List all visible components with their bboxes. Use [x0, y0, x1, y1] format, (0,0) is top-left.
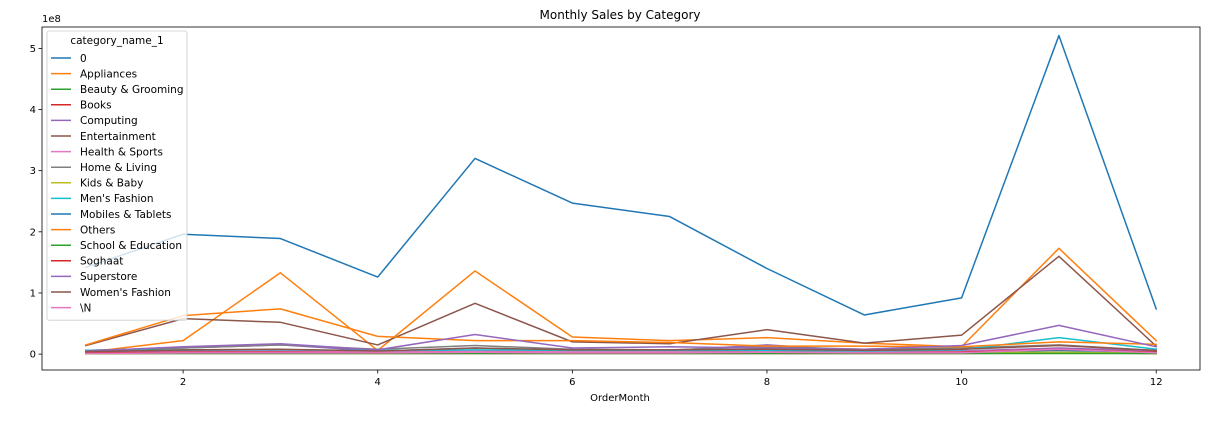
- legend-label-12: School & Education: [80, 240, 182, 252]
- legend-label-14: Superstore: [80, 271, 137, 283]
- legend-label-8: Kids & Baby: [80, 178, 143, 190]
- legend-label-16: \N: [80, 302, 91, 314]
- series-line-11: [84, 308, 1157, 348]
- series-line-10: [84, 34, 1158, 316]
- y-tick-label: 0: [30, 350, 36, 361]
- series-line-1: [84, 247, 1158, 354]
- series-line-15: [85, 344, 1157, 353]
- y-tick-label: 2: [30, 227, 36, 238]
- series-line-14: [85, 324, 1158, 352]
- x-tick-label: 10: [955, 377, 968, 388]
- legend-label-1: Appliances: [80, 68, 137, 80]
- legend-box: [46, 30, 188, 321]
- series-line-5: [84, 255, 1158, 348]
- y-tick-label: 4: [30, 105, 36, 116]
- y-tick-label: 1: [30, 288, 36, 299]
- x-axis-label: OrderMonth: [590, 393, 650, 404]
- x-tick-label: 8: [764, 377, 770, 388]
- y-tick-label: 5: [30, 44, 36, 55]
- legend-label-15: Women's Fashion: [80, 287, 171, 299]
- plot-area: [84, 34, 1158, 355]
- legend-label-9: Men's Fashion: [80, 193, 154, 205]
- legend: category_name_1 0 Appliances Beauty & Groom…: [46, 30, 188, 321]
- x-tick-label: 12: [1150, 377, 1163, 388]
- x-tick-label: 6: [569, 377, 575, 388]
- legend-label-0: 0: [80, 53, 87, 65]
- legend-title: category_name_1: [70, 35, 163, 47]
- legend-label-10: Mobiles & Tablets: [80, 209, 172, 221]
- legend-label-3: Books: [80, 100, 112, 112]
- legend-label-5: Entertainment: [80, 131, 156, 143]
- x-tick-label: 2: [180, 377, 186, 388]
- y-tick-label: 3: [30, 166, 36, 177]
- legend-label-2: Beauty & Grooming: [80, 84, 183, 96]
- series-line-16: [85, 348, 1157, 355]
- legend-label-4: Computing: [80, 115, 138, 127]
- legend-label-11: Others: [80, 224, 115, 236]
- x-tick-label: 4: [375, 377, 381, 388]
- axes-frame: [41, 26, 1201, 371]
- chart-title: Monthly Sales by Category: [540, 8, 701, 22]
- y-axis-offset-label: 1e8: [42, 14, 61, 25]
- legend-label-13: Soghaat: [80, 256, 123, 268]
- legend-label-6: Health & Sports: [80, 146, 163, 158]
- legend-label-7: Home & Living: [80, 162, 157, 174]
